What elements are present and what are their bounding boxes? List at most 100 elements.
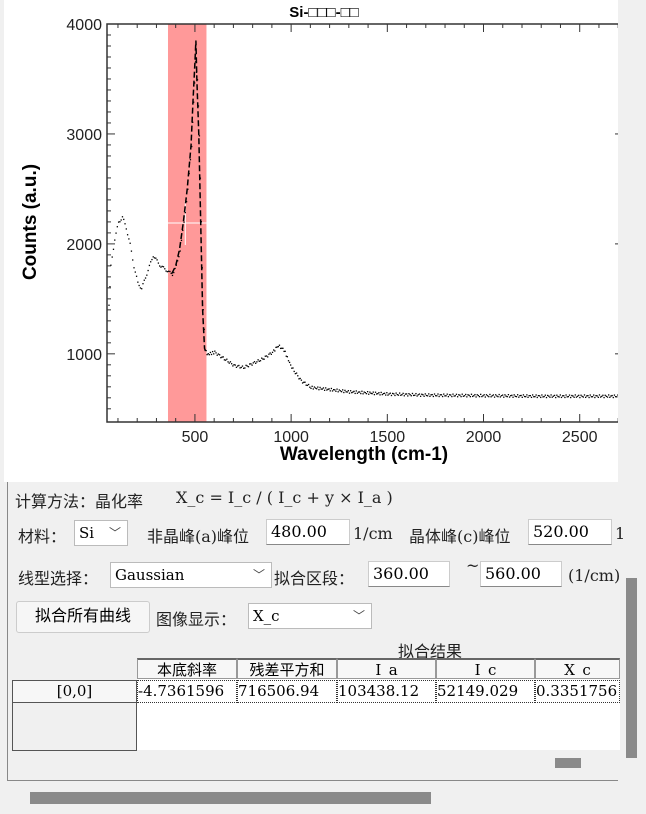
data-point [493,396,496,398]
data-point [526,394,528,396]
data-point [604,394,606,396]
table-cell[interactable]: 52149.029 [436,680,535,703]
data-point [189,159,192,161]
data-point [230,363,233,365]
y-axis-label: Counts (a.u.) [20,164,41,280]
data-point [396,393,398,396]
data-point [228,362,230,364]
data-point [480,393,482,396]
data-point [563,395,565,397]
data-point [109,286,111,288]
range-unit: (1/cm) [568,566,621,585]
data-point [544,394,546,396]
data-point [395,392,397,394]
range-to-input[interactable]: 560.00 [480,561,562,587]
data-point [238,364,240,367]
data-point [408,393,410,395]
data-point [288,361,291,364]
data-point [485,394,488,396]
data-point [476,394,478,396]
data-point [582,396,584,398]
data-point [417,394,419,396]
lineshape-select[interactable]: Gaussian ﹀ [110,562,272,588]
material-label: 材料： [18,527,67,546]
data-point [150,261,152,263]
data-point [114,239,116,241]
data-point [151,258,153,261]
data-point [245,364,247,366]
data-point [359,391,361,393]
vertical-scrollbar-thumb[interactable] [626,578,637,758]
data-point [249,363,251,365]
data-point [305,384,307,386]
data-point [273,349,275,351]
crystal-peak-input[interactable]: 520.00 [528,519,612,545]
data-point [259,360,262,362]
data-point [208,354,210,356]
data-point [264,355,266,357]
range-from-input[interactable]: 360.00 [368,561,450,587]
data-point [525,396,527,398]
data-point [156,259,158,261]
data-point [391,392,394,395]
data-point [309,386,311,388]
results-title: 拟合结果 [398,642,463,661]
data-point [574,394,576,396]
amorphous-peak-input[interactable]: 480.00 [266,519,350,545]
data-point [244,367,246,369]
material-select[interactable]: Si ﹀ [74,520,128,546]
data-point [253,361,256,363]
column-header[interactable]: 残差平方和 [237,658,337,679]
column-header[interactable]: I_a [337,658,436,679]
table-cell[interactable]: 0.3351756 [535,680,620,703]
column-header[interactable]: X_c [535,658,620,679]
data-point [294,372,297,375]
data-point [252,362,254,364]
spectrum-plot[interactable]: Si-□□□-□□ Wavelength (cm-1) Counts (a.u.… [4,0,624,482]
data-point [589,394,591,396]
data-point [325,387,327,389]
horizontal-scrollbar-thumb[interactable] [30,792,431,804]
data-point [322,387,325,389]
data-point [591,396,594,398]
data-point [239,367,241,369]
column-header[interactable]: I_c [436,658,535,679]
x-tick-label: 2500 [562,429,598,446]
data-point [257,359,259,361]
column-header[interactable]: 本底斜率 [137,658,237,679]
data-point [387,394,389,396]
row-header[interactable]: [0,0] [12,680,137,703]
data-point [416,395,418,397]
data-point [300,379,303,381]
fit-all-curves-button[interactable]: 拟合所有曲线 [16,601,150,633]
data-point [594,396,596,399]
data-point [609,396,611,398]
table-scrollbar-thumb[interactable] [555,758,581,768]
table-cell[interactable]: -4.7361596 [137,680,237,703]
data-point [454,395,456,397]
data-point [606,396,609,398]
data-point [368,393,370,395]
data-point [491,395,493,397]
data-point [352,391,354,393]
chart-title: Si-□□□-□□ [289,4,358,21]
display-select[interactable]: X_c ﹀ [248,603,372,629]
data-point [571,394,573,397]
data-point [483,394,485,396]
data-point [274,350,276,352]
data-point [378,392,380,394]
data-point [227,361,229,363]
data-point [534,395,536,398]
table-cell[interactable]: 103438.12 [337,680,436,703]
data-point [195,71,198,74]
data-point [255,362,257,364]
data-point [167,270,170,272]
data-point [550,394,552,396]
data-point [484,396,486,398]
fit-range-label: 拟合区段： [274,569,355,588]
table-cell[interactable]: 716506.94 [237,680,337,703]
data-point [282,347,284,349]
data-point [326,389,328,391]
data-point [111,256,113,258]
data-point [463,395,466,397]
